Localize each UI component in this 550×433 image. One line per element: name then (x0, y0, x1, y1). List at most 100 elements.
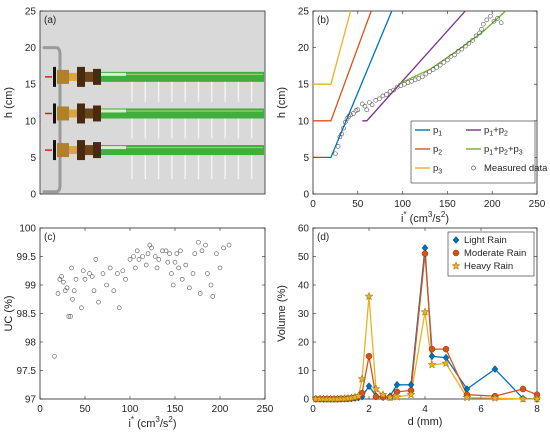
scatter-point (57, 276, 63, 282)
marker-star (532, 394, 542, 403)
measured-point (355, 107, 361, 113)
marker-circle (452, 249, 460, 257)
marker-star (420, 307, 430, 316)
legend-sub: 3 (519, 150, 523, 157)
x-label-unit: /s (160, 418, 169, 430)
collar (77, 66, 85, 87)
marker-circle (519, 385, 527, 393)
brass-nut (69, 72, 77, 81)
collar (93, 105, 101, 122)
scatter-point (111, 288, 117, 294)
marker-star (364, 291, 374, 301)
scatter-point (66, 314, 72, 319)
y-axis-label: h (cm) (3, 87, 15, 118)
legend-text: +p (508, 144, 519, 155)
series-line-p3 (313, 11, 352, 85)
scatter-point (197, 291, 203, 296)
measured-point (341, 125, 346, 131)
scatter-point (165, 259, 171, 265)
y-axis-label: UC (%) (3, 295, 15, 331)
marker-star (392, 392, 402, 401)
scatter-point (91, 288, 97, 294)
measured-point (339, 131, 344, 137)
x-tick-label: 200 (212, 404, 229, 415)
x-axis-label: d (mm) (408, 416, 443, 428)
scatter-point (196, 239, 201, 245)
measured-point (466, 40, 472, 46)
marker-star (490, 393, 500, 402)
marker-star (385, 392, 395, 402)
scatter-point (120, 268, 126, 274)
marker-star (378, 390, 388, 399)
scatter-point (68, 314, 73, 319)
collar (77, 140, 85, 161)
y-tick-label: 10 (25, 116, 37, 127)
scatter-point (183, 262, 189, 268)
scatter-point (226, 242, 232, 248)
photo-background (40, 11, 265, 194)
measured-point (491, 18, 497, 24)
panel-label: (a) (44, 15, 56, 26)
marker-star (441, 358, 451, 368)
panel-label: (c) (44, 232, 56, 243)
measured-point (445, 57, 450, 63)
brass-fitting (57, 143, 69, 158)
scatter-point (187, 285, 192, 291)
scatter-point (152, 254, 158, 259)
emitter-plate (53, 66, 56, 87)
y-tick-label: 20 (25, 43, 37, 54)
scatter-point (174, 251, 180, 256)
y-tick-label: 5 (30, 153, 36, 164)
scatter-point (156, 257, 162, 262)
y-tick-label: 5 (303, 153, 309, 164)
measured-point (384, 92, 389, 97)
scatter-point (149, 245, 154, 251)
collar-small (85, 71, 93, 82)
y-tick-label: 25 (298, 7, 310, 18)
marker-diamond (452, 236, 460, 244)
series-line-p1-p2 (362, 11, 466, 122)
scatter-point (170, 282, 176, 288)
collar (77, 103, 85, 124)
x-tick-label: 50 (79, 404, 91, 415)
scatter-point (147, 242, 153, 248)
scatter-point (172, 259, 178, 265)
x-axis-label: i* (cm3/s2) (401, 210, 449, 225)
measured-point (463, 43, 468, 49)
x-tick-label: 0 (310, 199, 316, 210)
y-tick-label: 99.5 (17, 252, 37, 263)
y-tick-label: 100 (19, 224, 36, 235)
marker-circle (421, 250, 429, 257)
collar (93, 68, 101, 85)
axes-box (39, 227, 266, 400)
legend-label: p3 (433, 163, 442, 176)
measured-point (420, 74, 425, 80)
y-tick-label: 40 (298, 281, 310, 292)
y-tick-label: 15 (298, 80, 310, 91)
y-tick-label: 0 (303, 190, 309, 201)
legend-label: Heavy Rain (464, 261, 513, 272)
measured-point (479, 26, 484, 32)
scatter-point (133, 265, 138, 271)
x-tick-label: 0 (310, 404, 316, 415)
legend-sub: 1 (489, 131, 493, 138)
marker-star (427, 360, 437, 369)
measured-point (452, 52, 457, 58)
x-tick-label: 250 (529, 199, 546, 210)
marker-diamond (491, 365, 499, 373)
marker-circle (372, 393, 380, 400)
x-label-sup: * (131, 415, 134, 424)
measured-point (333, 151, 338, 157)
marker-circle (428, 345, 436, 353)
legend-text: p (433, 144, 438, 155)
scatter-point (160, 248, 165, 254)
scatter-point (82, 276, 88, 282)
marker-star (462, 392, 472, 402)
scatter-point (89, 274, 95, 279)
scatter-point (143, 262, 149, 268)
green-pipe (101, 145, 264, 156)
scatter-point (214, 251, 219, 256)
legend-text: p (433, 163, 438, 174)
brass-fitting (57, 106, 69, 121)
